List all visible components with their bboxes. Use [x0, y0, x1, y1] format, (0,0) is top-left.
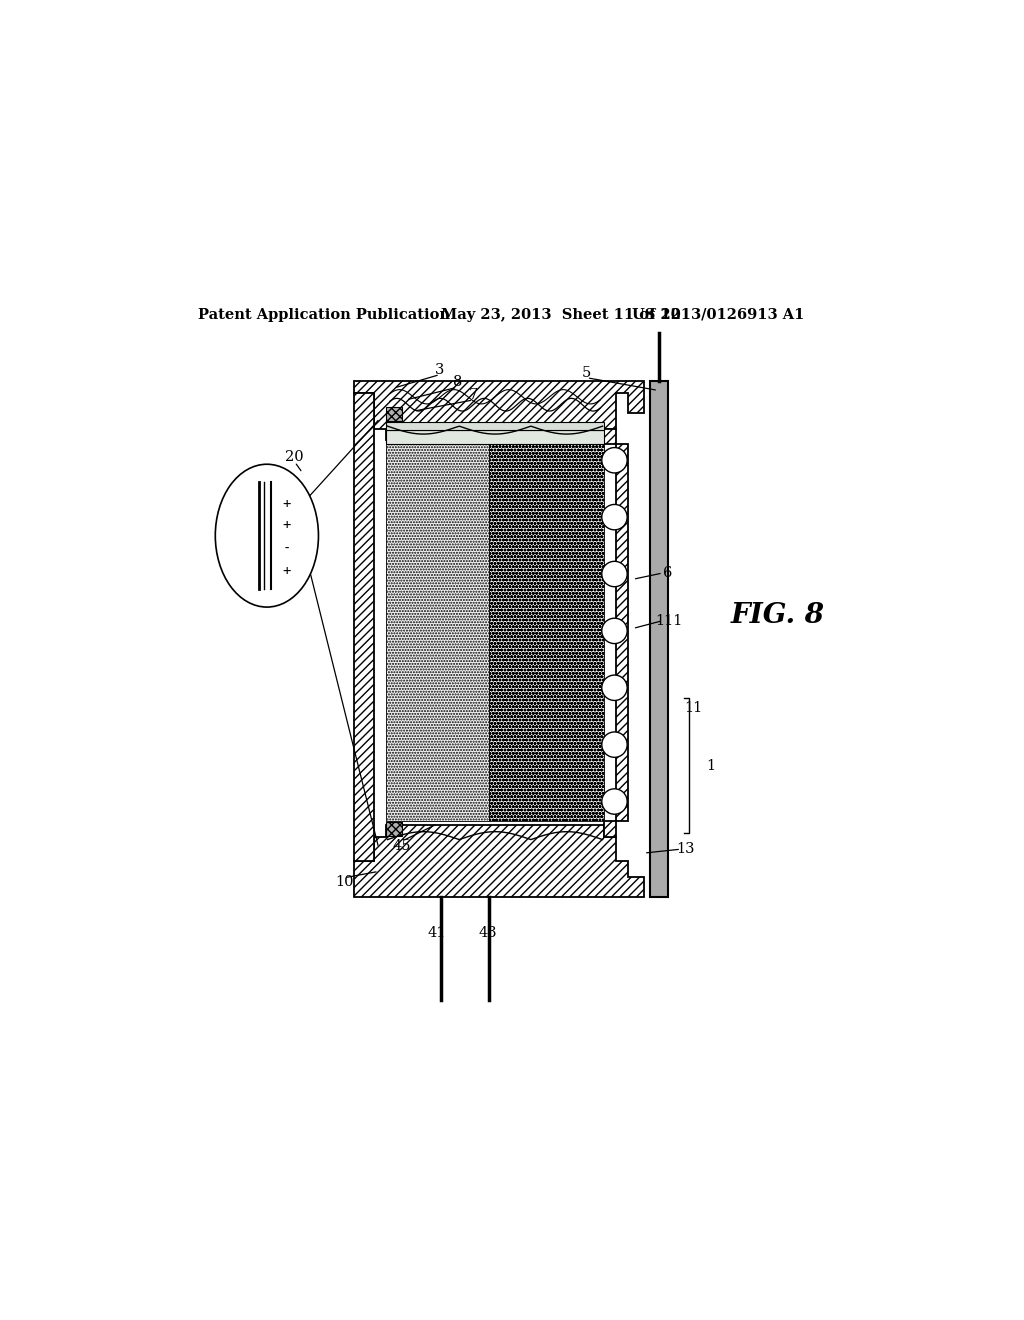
- Text: 3: 3: [435, 363, 444, 376]
- Text: 7: 7: [469, 388, 478, 403]
- Polygon shape: [354, 825, 644, 896]
- Text: +: +: [283, 517, 291, 532]
- Text: Patent Application Publication: Patent Application Publication: [198, 308, 450, 322]
- Text: 8: 8: [453, 375, 462, 389]
- Polygon shape: [386, 445, 489, 821]
- Circle shape: [602, 561, 627, 586]
- Circle shape: [602, 675, 627, 701]
- Circle shape: [602, 731, 627, 758]
- Text: 5: 5: [582, 366, 591, 380]
- Text: 13: 13: [677, 842, 695, 857]
- Text: 111: 111: [655, 614, 683, 627]
- Text: US 2013/0126913 A1: US 2013/0126913 A1: [632, 308, 804, 322]
- Text: 41: 41: [428, 927, 445, 940]
- Polygon shape: [354, 381, 644, 441]
- Polygon shape: [604, 429, 616, 445]
- Circle shape: [602, 447, 627, 473]
- Circle shape: [602, 504, 627, 529]
- Bar: [386, 430, 604, 445]
- Bar: [386, 422, 604, 430]
- Text: 43: 43: [479, 927, 498, 940]
- Text: FIG. 8: FIG. 8: [731, 602, 825, 628]
- Text: +: +: [283, 565, 291, 578]
- Polygon shape: [354, 393, 374, 861]
- Text: -: -: [283, 541, 291, 556]
- Bar: [386, 407, 401, 421]
- Text: 11: 11: [684, 701, 702, 715]
- Polygon shape: [616, 445, 628, 821]
- Text: 45: 45: [392, 840, 411, 853]
- Bar: [650, 381, 668, 896]
- Text: 6: 6: [663, 566, 673, 579]
- Circle shape: [602, 618, 627, 644]
- Text: 20: 20: [286, 450, 304, 465]
- Bar: [386, 822, 401, 837]
- Text: May 23, 2013  Sheet 11 of 12: May 23, 2013 Sheet 11 of 12: [441, 308, 682, 322]
- Polygon shape: [489, 445, 604, 821]
- Text: 10: 10: [336, 875, 354, 890]
- Text: 1: 1: [707, 759, 716, 772]
- Ellipse shape: [215, 465, 318, 607]
- Polygon shape: [604, 821, 616, 837]
- Text: +: +: [283, 496, 291, 511]
- Circle shape: [602, 789, 627, 814]
